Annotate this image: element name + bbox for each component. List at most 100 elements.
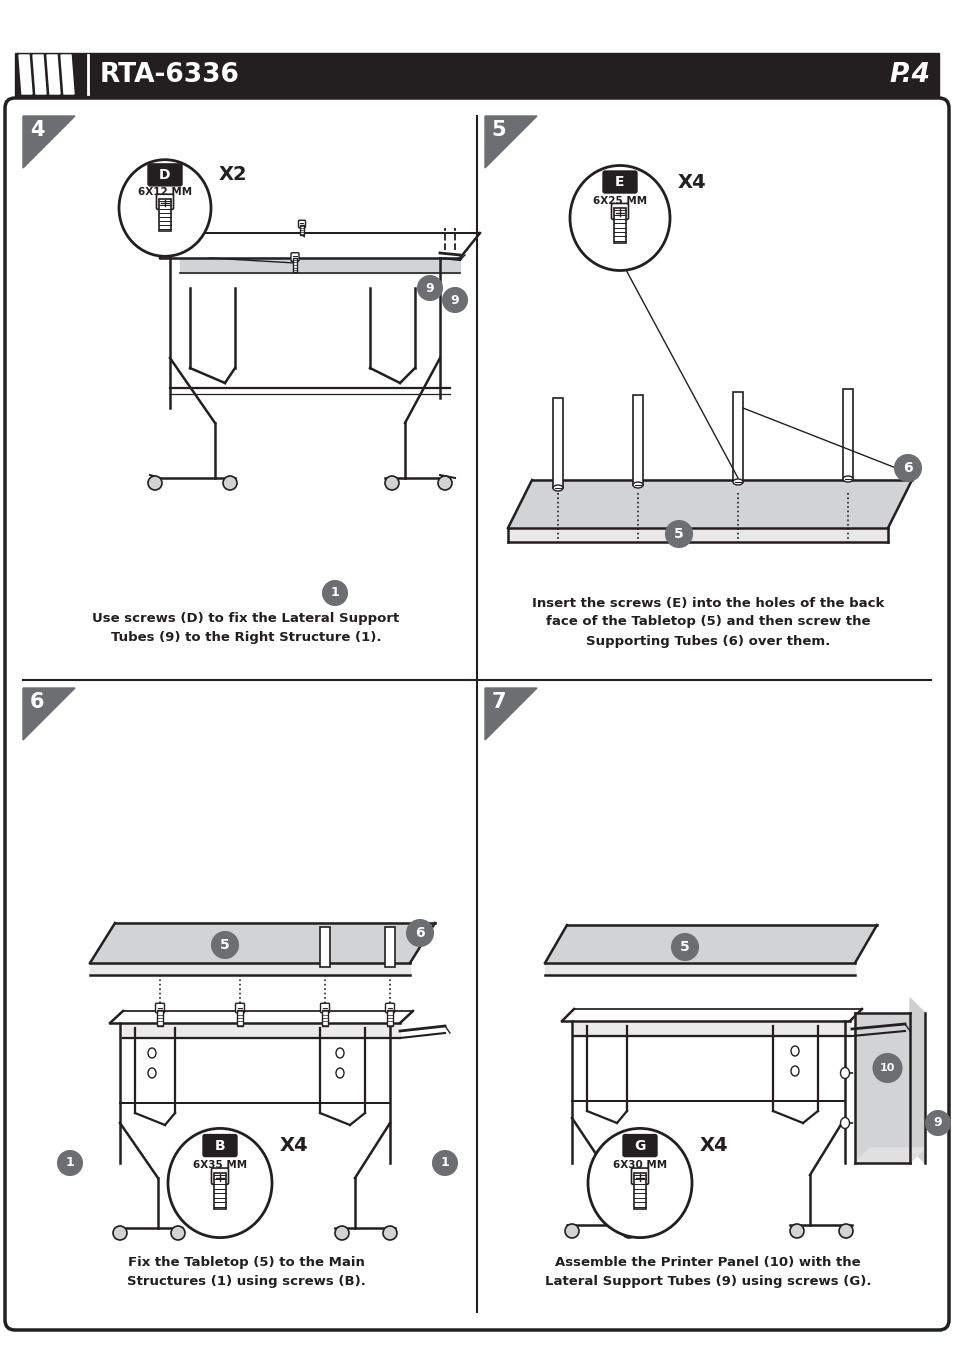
Text: 6X30 MM: 6X30 MM [612,1159,666,1170]
Polygon shape [23,687,75,740]
Text: X4: X4 [280,1136,309,1155]
FancyBboxPatch shape [611,204,628,220]
Polygon shape [574,1020,849,1037]
Polygon shape [23,116,75,168]
Text: Fix the Tabletop (5) to the Main
Structures (1) using screws (B).: Fix the Tabletop (5) to the Main Structu… [127,1256,365,1287]
Text: E: E [615,175,624,189]
Circle shape [671,934,698,960]
Bar [237,1010,242,1026]
FancyBboxPatch shape [291,253,298,262]
Polygon shape [19,55,32,94]
Ellipse shape [553,485,562,491]
Text: X4: X4 [700,1136,728,1155]
Polygon shape [854,1148,924,1163]
Polygon shape [180,257,459,274]
Ellipse shape [840,1068,848,1078]
Text: Assemble the Printer Panel (10) with the
Lateral Support Tubes (9) using screws : Assemble the Printer Panel (10) with the… [544,1256,870,1287]
Text: 6X25 MM: 6X25 MM [593,195,646,205]
Text: 1: 1 [66,1157,74,1170]
Circle shape [894,456,920,481]
Ellipse shape [840,1117,848,1128]
Circle shape [171,1225,185,1240]
Circle shape [873,1054,901,1082]
Text: 9: 9 [933,1116,942,1130]
Bar [214,1173,225,1209]
Circle shape [564,1224,578,1237]
Circle shape [382,1225,396,1240]
Text: 1: 1 [440,1157,449,1170]
Text: 1: 1 [331,586,339,600]
Ellipse shape [842,476,852,483]
Polygon shape [123,1023,399,1038]
Text: Insert the screws (E) into the holes of the back
face of the Tabletop (5) and th: Insert the screws (E) into the holes of … [531,597,883,647]
Bar [159,198,171,231]
Text: Use screws (D) to fix the Lateral Support
Tubes (9) to the Right Structure (1).: Use screws (D) to fix the Lateral Suppor… [92,612,399,644]
Polygon shape [854,1012,909,1163]
Ellipse shape [569,166,669,271]
Text: 10: 10 [879,1064,894,1073]
Circle shape [385,476,398,491]
Bar [842,390,852,479]
Circle shape [925,1111,949,1135]
Circle shape [789,1224,803,1237]
Polygon shape [484,116,537,168]
Bar [634,1173,645,1209]
Ellipse shape [148,1068,156,1078]
FancyBboxPatch shape [148,164,182,186]
Text: 5: 5 [220,938,230,952]
Polygon shape [909,998,924,1163]
Polygon shape [90,923,435,962]
Bar [385,927,395,967]
Circle shape [335,1225,349,1240]
Text: P.4: P.4 [888,62,929,88]
Ellipse shape [168,1128,272,1237]
Text: G: G [634,1139,645,1153]
Ellipse shape [732,479,742,485]
Polygon shape [484,687,537,740]
Polygon shape [90,962,410,975]
Text: 6: 6 [30,692,44,712]
Polygon shape [33,55,46,94]
Bar [633,395,642,485]
Circle shape [148,476,162,491]
Circle shape [442,288,467,311]
Ellipse shape [790,1066,799,1076]
Text: X4: X4 [678,173,706,191]
Ellipse shape [335,1068,344,1078]
Bar [614,208,625,243]
Text: 6: 6 [902,461,912,474]
FancyBboxPatch shape [5,98,948,1330]
Bar [157,1010,163,1026]
Circle shape [838,1224,852,1237]
Ellipse shape [790,1046,799,1055]
FancyBboxPatch shape [298,220,305,228]
FancyBboxPatch shape [385,1003,395,1012]
Polygon shape [544,962,854,975]
Text: 5: 5 [674,527,683,541]
Bar [15,53,938,96]
FancyBboxPatch shape [203,1135,236,1157]
Text: 9: 9 [450,294,458,306]
FancyBboxPatch shape [212,1169,229,1185]
FancyBboxPatch shape [235,1003,244,1012]
FancyBboxPatch shape [320,1003,329,1012]
Circle shape [112,1225,127,1240]
Bar [387,1010,393,1026]
Bar [319,927,330,967]
FancyBboxPatch shape [631,1169,648,1185]
Circle shape [212,931,237,958]
Text: B: B [214,1139,225,1153]
FancyBboxPatch shape [155,1003,164,1012]
Ellipse shape [148,1047,156,1058]
FancyBboxPatch shape [156,194,173,209]
Text: 9: 9 [425,282,434,294]
Text: 5: 5 [679,940,689,954]
Circle shape [323,581,347,605]
Ellipse shape [587,1128,691,1237]
Text: 7: 7 [491,692,506,712]
Ellipse shape [119,159,211,256]
Circle shape [437,476,452,491]
Circle shape [621,1224,636,1237]
FancyBboxPatch shape [622,1135,657,1157]
Bar [732,392,742,483]
